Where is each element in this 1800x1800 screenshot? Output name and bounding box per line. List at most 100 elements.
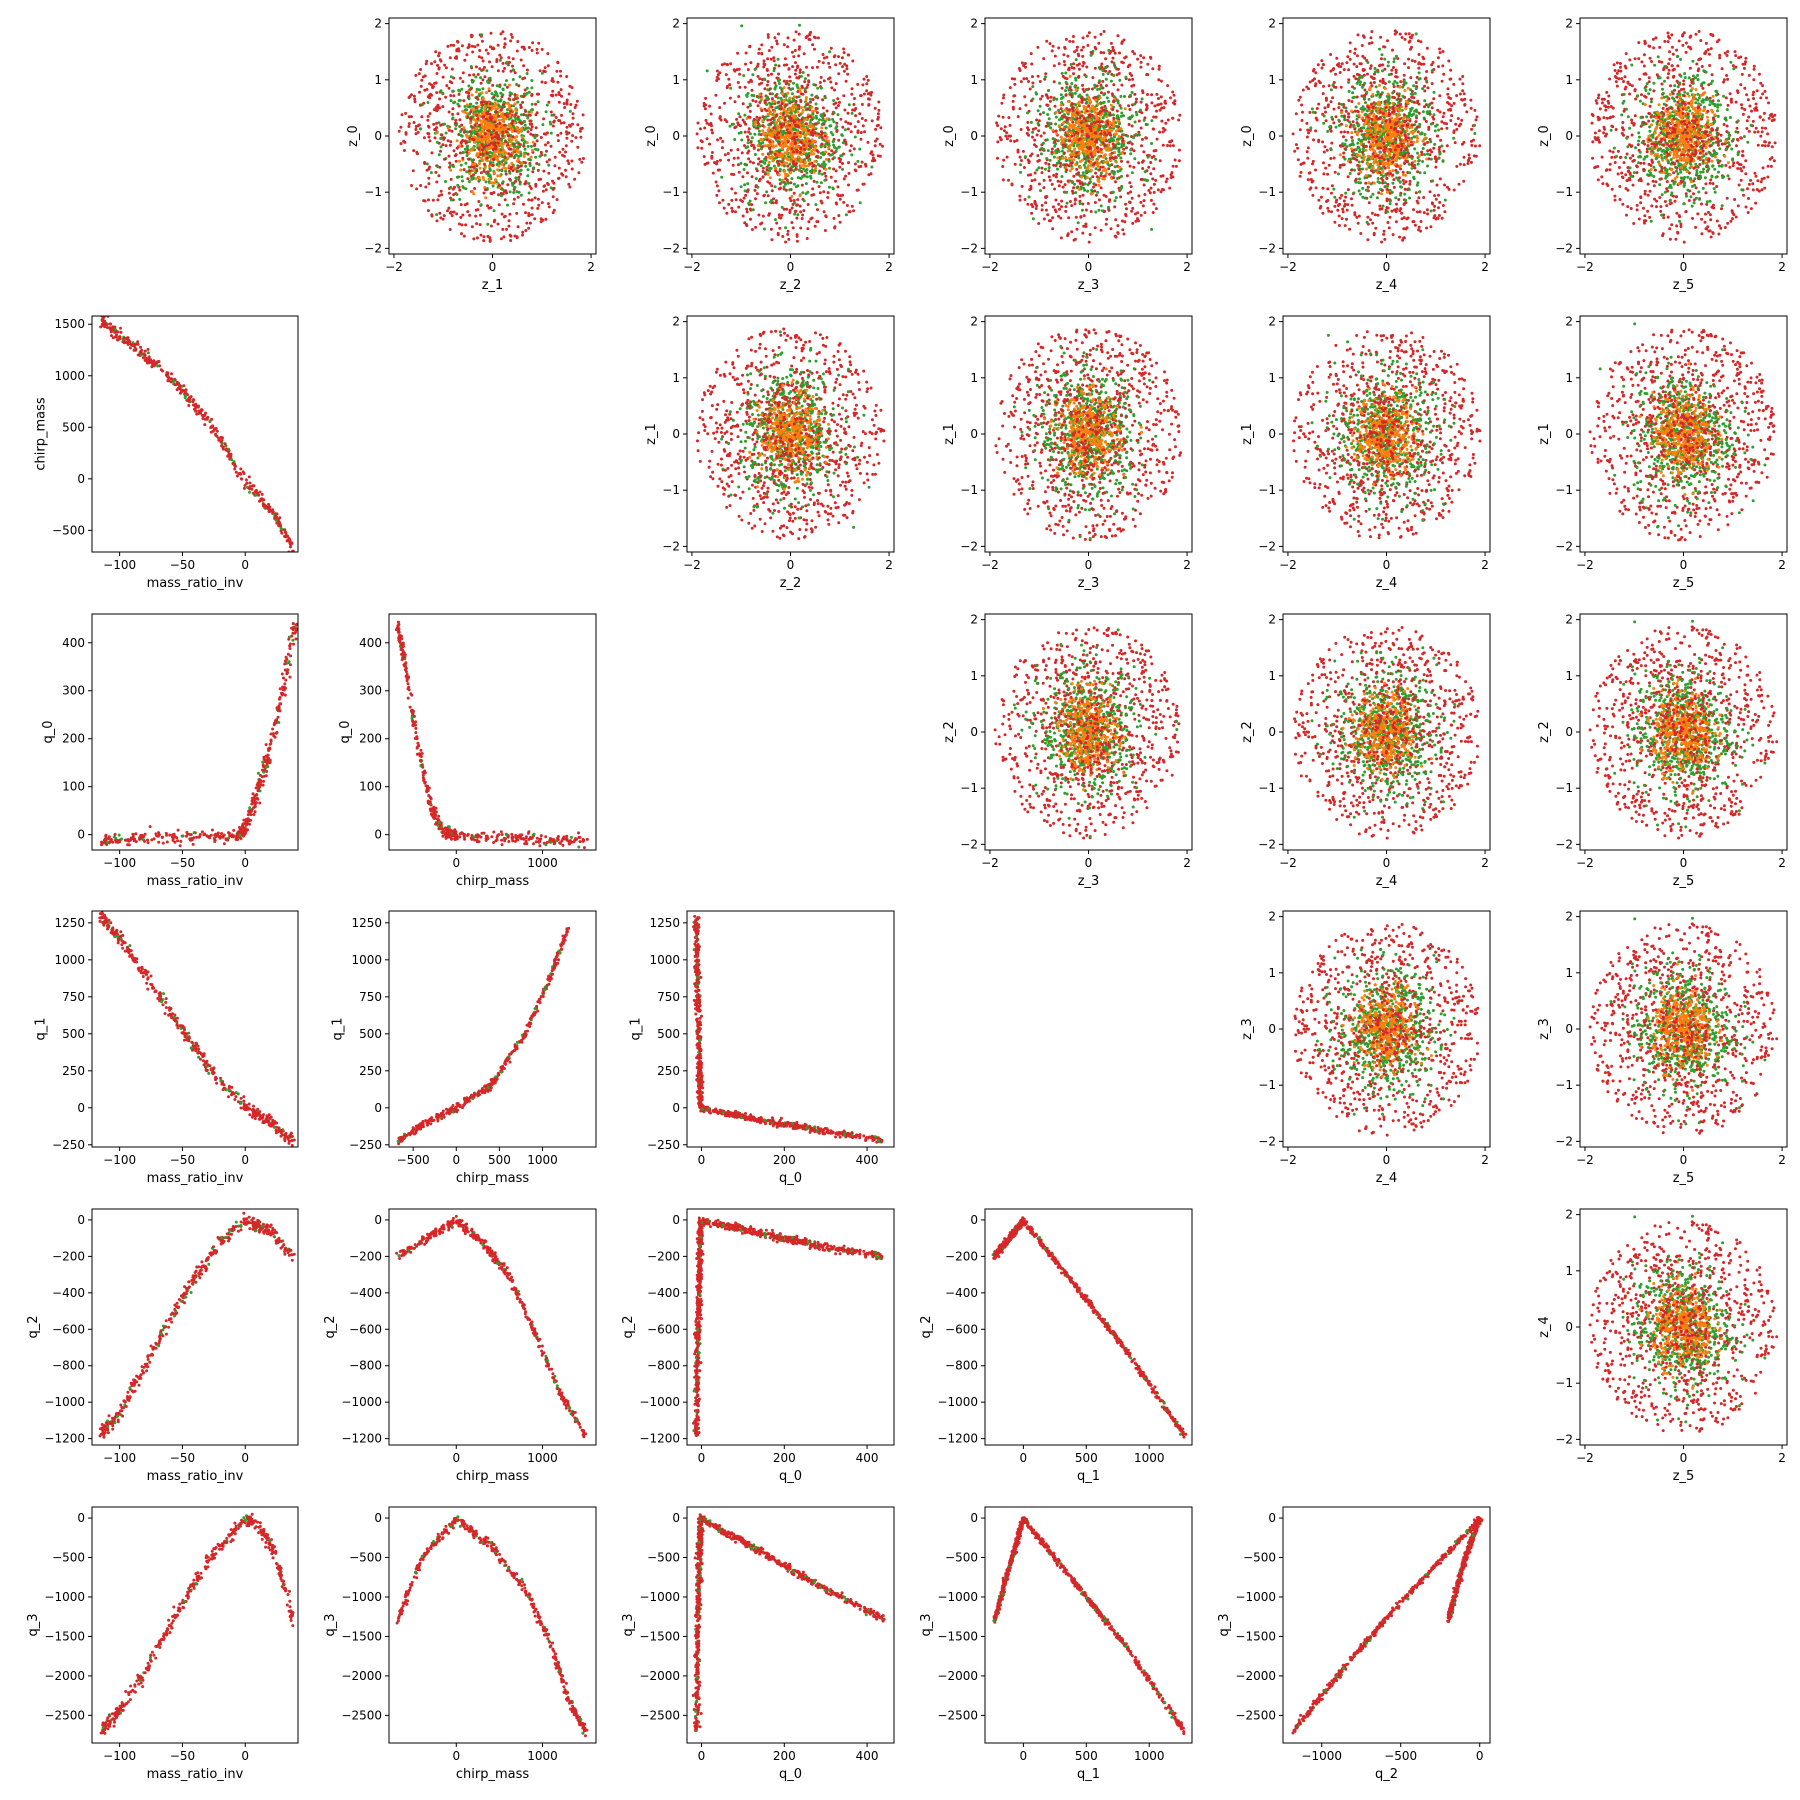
scatter-point-orange — [520, 127, 524, 130]
scatter-point-orange — [1080, 146, 1084, 150]
scatter-point-red — [1071, 189, 1074, 193]
scatter-point-red — [521, 95, 525, 99]
scatter-point-red — [1052, 64, 1056, 68]
scatter-point-red — [849, 122, 853, 126]
scatter-point-green — [1086, 183, 1090, 187]
scatter-point-green — [803, 105, 807, 109]
scatter-point-red — [736, 81, 740, 84]
scatter-point-green — [1127, 116, 1131, 120]
scatter-point-red — [1048, 42, 1052, 46]
scatter-point-red — [466, 177, 470, 181]
scatter-point-red — [1035, 118, 1039, 122]
scatter-point-red — [1136, 217, 1139, 221]
scatter-point-orange — [804, 98, 808, 102]
scatter-point-red — [755, 192, 759, 196]
scatter-point-green — [1101, 209, 1104, 213]
scatter-point-red — [449, 94, 453, 98]
scatter-point-orange — [500, 162, 504, 166]
scatter-point-red — [996, 140, 1000, 144]
scatter-point-red — [518, 142, 522, 146]
scatter-point-red — [770, 97, 774, 101]
scatter-point-green — [511, 183, 515, 187]
scatter-point-red — [826, 196, 830, 199]
scatter-point-red — [503, 155, 507, 159]
scatter-point-orange — [785, 161, 788, 165]
scatter-point-green — [526, 174, 530, 178]
scatter-point-orange — [825, 117, 829, 121]
scatter-point-orange — [781, 135, 785, 139]
scatter-point-red — [1029, 52, 1033, 56]
scatter-point-red — [792, 38, 796, 42]
scatter-point-red — [1173, 99, 1177, 103]
scatter-point-orange — [507, 83, 511, 87]
scatter-point-orange — [516, 157, 520, 161]
scatter-point-orange — [775, 124, 779, 128]
scatter-point-red — [427, 135, 431, 139]
scatter-point-red — [1066, 54, 1070, 58]
scatter-point-red — [761, 124, 765, 128]
scatter-point-red — [815, 65, 819, 69]
scatter-point-red — [557, 100, 561, 104]
scatter-point-red — [744, 193, 748, 197]
scatter-point-red — [420, 115, 424, 119]
scatter-point-red — [489, 118, 493, 122]
scatter-point-red — [491, 164, 495, 167]
scatter-point-green — [1143, 178, 1147, 182]
scatter-point-green — [508, 190, 512, 194]
scatter-point-green — [819, 181, 823, 185]
scatter-point-red — [465, 150, 469, 154]
scatter-point-red — [473, 187, 477, 190]
scatter-point-red — [1158, 108, 1162, 112]
scatter-point-green — [1053, 137, 1056, 141]
scatter-point-red — [874, 127, 878, 131]
scatter-point-red — [1053, 54, 1057, 58]
scatter-point-green — [803, 169, 807, 173]
scatter-point-red — [1152, 190, 1156, 194]
scatter-point-orange — [490, 104, 494, 108]
scatter-point-red — [1002, 93, 1006, 97]
scatter-point-red — [556, 139, 560, 143]
scatter-point-green — [746, 91, 750, 95]
scatter-point-red — [1177, 118, 1181, 122]
scatter-point-red — [527, 226, 531, 230]
scatter-point-orange — [813, 159, 817, 163]
scatter-point-green — [531, 108, 534, 112]
scatter-point-red — [751, 161, 755, 165]
scatter-point-red — [1030, 62, 1034, 66]
scatter-point-red — [876, 112, 880, 116]
scatter-point-red — [1139, 126, 1143, 130]
scatter-point-red — [413, 100, 417, 104]
scatter-point-green — [544, 110, 548, 114]
scatter-point-red — [1093, 35, 1097, 39]
scatter-point-red — [747, 130, 751, 134]
scatter-point-red — [576, 123, 580, 127]
scatter-point-red — [567, 162, 571, 165]
scatter-point-red — [834, 63, 838, 67]
scatter-point-orange — [462, 126, 466, 130]
scatter-point-orange — [1074, 163, 1078, 167]
scatter-point-orange — [1115, 140, 1119, 143]
scatter-point-orange — [500, 143, 504, 147]
scatter-point-green — [827, 118, 831, 122]
scatter-point-orange — [812, 170, 816, 174]
scatter-point-red — [1046, 213, 1050, 217]
scatter-point-green — [787, 83, 791, 86]
scatter-point-red — [750, 203, 754, 207]
scatter-point-red — [746, 151, 750, 155]
scatter-point-green — [797, 168, 801, 172]
scatter-point-red — [573, 177, 577, 181]
scatter-point-red — [535, 47, 539, 51]
scatter-point-green — [778, 159, 782, 163]
scatter-point-red — [1177, 148, 1181, 152]
scatter-point-red — [569, 103, 573, 106]
scatter-point-red — [474, 105, 478, 109]
scatter-point-orange — [496, 106, 500, 110]
scatter-point-red — [1013, 139, 1016, 143]
scatter-point-red — [556, 61, 560, 65]
scatter-point-red — [1072, 72, 1075, 76]
scatter-point-red — [1125, 146, 1128, 150]
scatter-point-red — [1031, 205, 1035, 209]
scatter-point-red — [842, 51, 846, 55]
scatter-point-red — [423, 199, 427, 203]
scatter-point-green — [771, 92, 774, 96]
